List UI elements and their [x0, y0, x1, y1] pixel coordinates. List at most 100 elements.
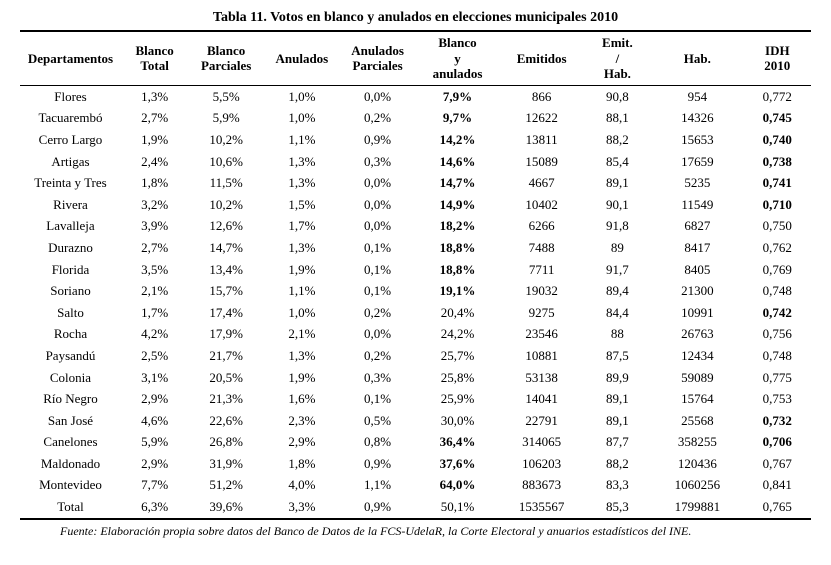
value-cell: 18,2%: [415, 215, 499, 237]
value-cell: 0,5%: [340, 410, 416, 432]
dept-cell: Río Negro: [20, 388, 121, 410]
value-cell: 3,9%: [121, 215, 188, 237]
value-cell: 0,9%: [340, 453, 416, 475]
value-cell: 89,9: [584, 367, 651, 389]
value-cell: 13,4%: [188, 259, 264, 281]
value-cell: 6266: [500, 215, 584, 237]
value-cell: 19032: [500, 280, 584, 302]
value-cell: 0,1%: [340, 237, 416, 259]
column-header: Anulados: [264, 31, 340, 85]
value-cell: 5,9%: [121, 431, 188, 453]
value-cell: 1535567: [500, 496, 584, 519]
value-cell: 90,1: [584, 194, 651, 216]
value-cell: 26763: [651, 323, 744, 345]
value-cell: 22,6%: [188, 410, 264, 432]
value-cell: 88,2: [584, 453, 651, 475]
value-cell: 10991: [651, 302, 744, 324]
table-row: San José4,6%22,6%2,3%0,5%30,0%2279189,12…: [20, 410, 811, 432]
table-row: Rocha4,2%17,9%2,1%0,0%24,2%2354688267630…: [20, 323, 811, 345]
value-cell: 39,6%: [188, 496, 264, 519]
table-row: Cerro Largo1,9%10,2%1,1%0,9%14,2%1381188…: [20, 129, 811, 151]
value-cell: 3,1%: [121, 367, 188, 389]
value-cell: 22791: [500, 410, 584, 432]
column-header: Departamentos: [20, 31, 121, 85]
value-cell: 2,9%: [121, 453, 188, 475]
value-cell: 5,9%: [188, 107, 264, 129]
value-cell: 0,0%: [340, 323, 416, 345]
votes-table: DepartamentosBlancoTotalBlancoParcialesA…: [20, 30, 811, 520]
value-cell: 1060256: [651, 474, 744, 496]
value-cell: 87,5: [584, 345, 651, 367]
table-row: Colonia3,1%20,5%1,9%0,3%25,8%5313889,959…: [20, 367, 811, 389]
table-row: Río Negro2,9%21,3%1,6%0,1%25,9%1404189,1…: [20, 388, 811, 410]
value-cell: 8405: [651, 259, 744, 281]
value-cell: 10,2%: [188, 194, 264, 216]
value-cell: 89,1: [584, 388, 651, 410]
value-cell: 11549: [651, 194, 744, 216]
column-header: Hab.: [651, 31, 744, 85]
value-cell: 15764: [651, 388, 744, 410]
column-header: AnuladosParciales: [340, 31, 416, 85]
column-header: BlancoTotal: [121, 31, 188, 85]
value-cell: 50,1%: [415, 496, 499, 519]
dept-cell: Montevideo: [20, 474, 121, 496]
value-cell: 14,9%: [415, 194, 499, 216]
table-row: Durazno2,7%14,7%1,3%0,1%18,8%74888984170…: [20, 237, 811, 259]
value-cell: 2,7%: [121, 237, 188, 259]
value-cell: 3,2%: [121, 194, 188, 216]
value-cell: 9275: [500, 302, 584, 324]
value-cell: 0,1%: [340, 388, 416, 410]
value-cell: 1,9%: [121, 129, 188, 151]
value-cell: 1,3%: [264, 172, 340, 194]
value-cell: 1,7%: [121, 302, 188, 324]
value-cell: 88: [584, 323, 651, 345]
value-cell: 1,1%: [264, 280, 340, 302]
value-cell: 91,7: [584, 259, 651, 281]
value-cell: 0,706: [744, 431, 811, 453]
value-cell: 26,8%: [188, 431, 264, 453]
value-cell: 91,8: [584, 215, 651, 237]
column-header: Blancoyanulados: [415, 31, 499, 85]
value-cell: 0,8%: [340, 431, 416, 453]
value-cell: 0,767: [744, 453, 811, 475]
column-header: BlancoParciales: [188, 31, 264, 85]
value-cell: 10,6%: [188, 151, 264, 173]
dept-cell: Treinta y Tres: [20, 172, 121, 194]
table-row: Lavalleja3,9%12,6%1,7%0,0%18,2%626691,86…: [20, 215, 811, 237]
table-row: Montevideo7,7%51,2%4,0%1,1%64,0%88367383…: [20, 474, 811, 496]
value-cell: 0,0%: [340, 172, 416, 194]
dept-cell: Flores: [20, 85, 121, 107]
value-cell: 0,745: [744, 107, 811, 129]
value-cell: 2,9%: [264, 431, 340, 453]
value-cell: 13811: [500, 129, 584, 151]
value-cell: 24,2%: [415, 323, 499, 345]
dept-cell: Salto: [20, 302, 121, 324]
value-cell: 2,5%: [121, 345, 188, 367]
value-cell: 7,9%: [415, 85, 499, 107]
value-cell: 87,7: [584, 431, 651, 453]
value-cell: 59089: [651, 367, 744, 389]
value-cell: 0,741: [744, 172, 811, 194]
value-cell: 14,7%: [188, 237, 264, 259]
value-cell: 23546: [500, 323, 584, 345]
value-cell: 12,6%: [188, 215, 264, 237]
value-cell: 1,7%: [264, 215, 340, 237]
value-cell: 4,0%: [264, 474, 340, 496]
value-cell: 3,3%: [264, 496, 340, 519]
dept-cell: Cerro Largo: [20, 129, 121, 151]
value-cell: 1,3%: [264, 345, 340, 367]
value-cell: 2,3%: [264, 410, 340, 432]
value-cell: 0,9%: [340, 496, 416, 519]
value-cell: 5235: [651, 172, 744, 194]
table-row: Rivera3,2%10,2%1,5%0,0%14,9%1040290,1115…: [20, 194, 811, 216]
value-cell: 89,1: [584, 172, 651, 194]
column-header: IDH2010: [744, 31, 811, 85]
value-cell: 358255: [651, 431, 744, 453]
value-cell: 0,0%: [340, 194, 416, 216]
table-row: Salto1,7%17,4%1,0%0,2%20,4%927584,410991…: [20, 302, 811, 324]
value-cell: 0,740: [744, 129, 811, 151]
value-cell: 18,8%: [415, 237, 499, 259]
value-cell: 89: [584, 237, 651, 259]
column-header: Emitidos: [500, 31, 584, 85]
value-cell: 1,3%: [121, 85, 188, 107]
